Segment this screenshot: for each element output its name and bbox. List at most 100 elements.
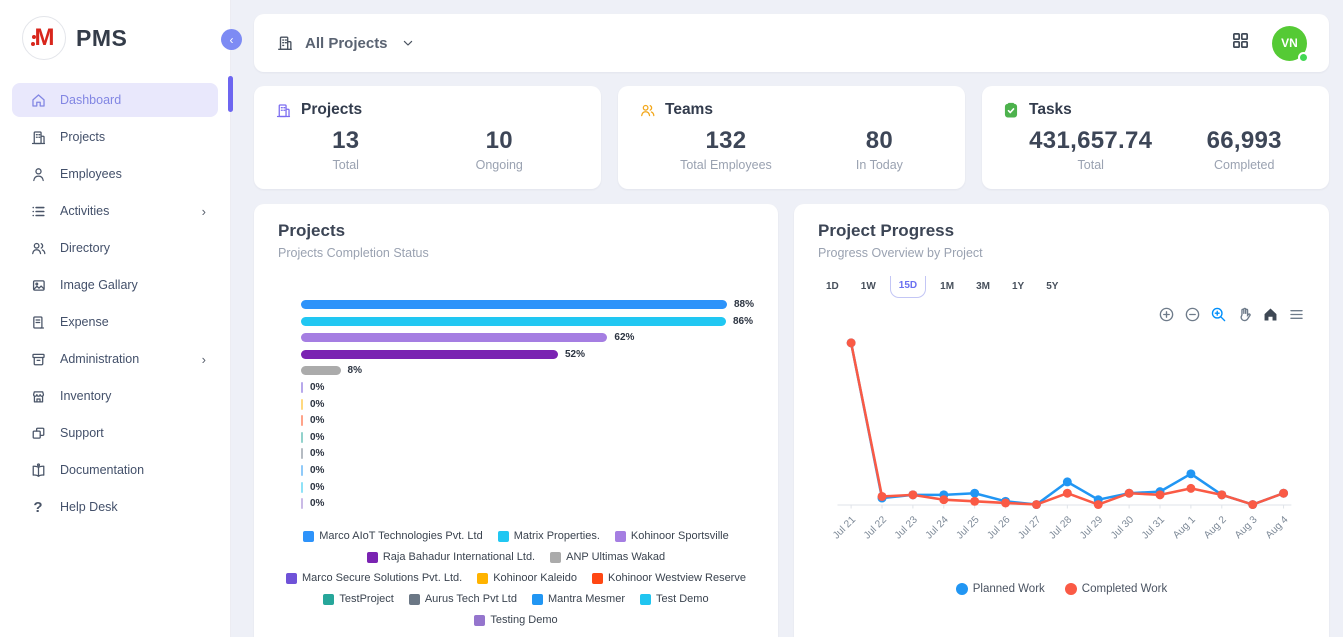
legend-swatch-icon	[956, 583, 968, 595]
range-button-15d[interactable]: 15D	[890, 276, 926, 298]
legend-item[interactable]: Raja Bahadur International Ltd.	[367, 551, 535, 563]
legend-item[interactable]: Matrix Properties.	[498, 530, 600, 542]
legend-item[interactable]: Kohinoor Westview Reserve	[592, 572, 746, 584]
legend-item[interactable]: Marco AIoT Technologies Pvt. Ltd	[303, 530, 482, 542]
legend-label: Aurus Tech Pvt Ltd	[425, 593, 517, 605]
avatar[interactable]: VN	[1272, 26, 1307, 61]
metric-label: Total Employees	[680, 158, 772, 172]
legend-item[interactable]: Testing Demo	[474, 614, 557, 626]
legend-item[interactable]: Kohinoor Sportsville	[615, 530, 729, 542]
bar-row: 88%	[301, 300, 754, 309]
sidebar-item-support[interactable]: Support	[12, 416, 218, 450]
progress-line-chart: Jul 21Jul 22Jul 23Jul 24Jul 25Jul 26Jul …	[818, 324, 1305, 581]
data-point	[970, 489, 979, 498]
legend-item[interactable]: Completed Work	[1065, 583, 1167, 595]
active-item-indicator	[228, 76, 233, 112]
range-button-5y[interactable]: 5Y	[1038, 276, 1066, 298]
legend-item[interactable]: Aurus Tech Pvt Ltd	[409, 593, 517, 605]
bar	[301, 300, 727, 309]
legend-label: Test Demo	[656, 593, 709, 605]
pan-icon[interactable]	[1236, 306, 1253, 323]
legend-item[interactable]: TestProject	[323, 593, 393, 605]
sidebar-item-dashboard[interactable]: Dashboard	[12, 83, 218, 117]
x-axis	[837, 505, 1291, 509]
data-point	[970, 497, 979, 506]
menu-icon[interactable]	[1288, 306, 1305, 323]
zoom-in-icon[interactable]	[1158, 306, 1175, 323]
reset-home-icon[interactable]	[1262, 306, 1279, 323]
sidebar-item-employees[interactable]: Employees	[12, 157, 218, 191]
range-button-3m[interactable]: 3M	[968, 276, 998, 298]
legend-swatch-icon	[1065, 583, 1077, 595]
sidebar-item-label: Image Gallary	[60, 278, 206, 292]
legend-swatch-icon	[303, 531, 314, 542]
progress-chart-title: Project Progress	[818, 221, 1305, 241]
zoom-out-icon[interactable]	[1184, 306, 1201, 323]
bar	[301, 382, 303, 393]
data-point	[1032, 500, 1041, 509]
data-point	[1279, 489, 1288, 498]
range-button-1d[interactable]: 1D	[818, 276, 847, 298]
legend-swatch-icon	[477, 573, 488, 584]
legend-label: Matrix Properties.	[514, 530, 600, 542]
stats-row: Projects13Total10OngoingTeams132Total Em…	[254, 86, 1329, 189]
legend-item[interactable]: Planned Work	[956, 583, 1045, 595]
range-button-1w[interactable]: 1W	[853, 276, 884, 298]
legend-label: Testing Demo	[490, 614, 557, 626]
line-chart-svg: Jul 21Jul 22Jul 23Jul 24Jul 25Jul 26Jul …	[818, 324, 1305, 576]
app-name: PMS	[76, 25, 127, 52]
sidebar-item-label: Projects	[60, 130, 206, 144]
stat-metric: 13Total	[332, 127, 359, 172]
legend-label: Planned Work	[973, 583, 1045, 595]
legend-label: TestProject	[339, 593, 393, 605]
legend-label: ANP Ultimas Wakad	[566, 551, 665, 563]
sidebar-item-directory[interactable]: Directory	[12, 231, 218, 265]
legend-swatch-icon	[640, 594, 651, 605]
bar-row: 62%	[301, 333, 754, 342]
metric-label: Ongoing	[476, 158, 523, 172]
avatar-initials: VN	[1281, 36, 1298, 50]
range-button-1y[interactable]: 1Y	[1004, 276, 1032, 298]
project-selector-label: All Projects	[305, 35, 388, 52]
legend-swatch-icon	[550, 552, 561, 563]
sidebar-item-inventory[interactable]: Inventory	[12, 379, 218, 413]
apps-grid-icon[interactable]	[1231, 31, 1250, 55]
sidebar-item-documentation[interactable]: Documentation	[12, 453, 218, 487]
legend-swatch-icon	[498, 531, 509, 542]
charts-row: Projects Projects Completion Status 88%8…	[254, 204, 1329, 637]
legend-item[interactable]: Kohinoor Kaleido	[477, 572, 577, 584]
sidebar-item-help-desk[interactable]: ?Help Desk	[12, 490, 218, 524]
x-axis-label: Aug 2	[1202, 514, 1229, 541]
sidebar-item-expense[interactable]: Expense	[12, 305, 218, 339]
selection-zoom-icon[interactable]	[1210, 306, 1227, 323]
sidebar-item-label: Employees	[60, 167, 206, 181]
projects-chart-title: Projects	[278, 221, 754, 241]
legend-label: Kohinoor Sportsville	[631, 530, 729, 542]
chevron-right-icon: ›	[202, 352, 206, 367]
project-selector[interactable]: All Projects	[276, 34, 417, 52]
sidebar-collapse-button[interactable]: ‹	[221, 29, 242, 50]
sidebar-item-label: Dashboard	[60, 93, 206, 107]
legend-swatch-icon	[615, 531, 626, 542]
sidebar-item-administration[interactable]: Administration ›	[12, 342, 218, 376]
x-axis-label: Jul 29	[1078, 514, 1105, 541]
stat-metric: 80In Today	[856, 127, 903, 172]
legend-item[interactable]: Marco Secure Solutions Pvt. Ltd.	[286, 572, 462, 584]
legend-item[interactable]: ANP Ultimas Wakad	[550, 551, 665, 563]
sidebar-item-image-gallary[interactable]: Image Gallary	[12, 268, 218, 302]
bar-row: 52%	[301, 350, 754, 359]
sidebar-item-activities[interactable]: Activities›	[12, 194, 218, 228]
legend-swatch-icon	[286, 573, 297, 584]
archive-icon	[29, 350, 47, 368]
sidebar-item-projects[interactable]: Projects	[12, 120, 218, 154]
sidebar-item-label: Administration	[60, 352, 189, 366]
range-button-1m[interactable]: 1M	[932, 276, 962, 298]
legend-item[interactable]: Mantra Mesmer	[532, 593, 625, 605]
bar	[301, 432, 303, 443]
data-point	[1001, 498, 1010, 507]
chevron-down-icon	[399, 34, 417, 52]
projects-chart-card: Projects Projects Completion Status 88%8…	[254, 204, 778, 637]
data-point	[1063, 477, 1072, 486]
legend-item[interactable]: Test Demo	[640, 593, 709, 605]
help-icon: ?	[29, 498, 47, 516]
